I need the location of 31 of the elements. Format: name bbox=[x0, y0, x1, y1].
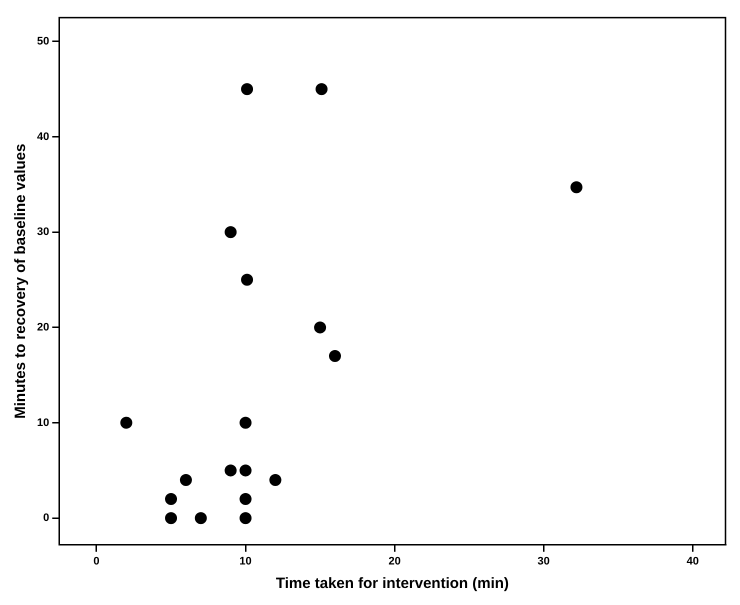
y-tick-label: 40 bbox=[36, 130, 50, 143]
point bbox=[165, 493, 178, 506]
point bbox=[224, 226, 237, 238]
y-axis-title: Minutes to recovery of baseline values bbox=[12, 144, 30, 419]
point bbox=[240, 493, 252, 506]
point bbox=[194, 512, 207, 524]
point bbox=[165, 512, 178, 524]
x-tick-label: 20 bbox=[388, 555, 401, 568]
point bbox=[241, 83, 254, 96]
x-tick-label: 0 bbox=[93, 555, 100, 568]
point bbox=[120, 416, 132, 429]
point bbox=[240, 464, 252, 476]
point bbox=[314, 321, 326, 334]
x-tick-label: 30 bbox=[538, 555, 550, 568]
x-tick-label: 10 bbox=[239, 555, 252, 568]
point bbox=[240, 416, 252, 429]
x-axis-title: Time taken for intervention (min) bbox=[276, 575, 509, 592]
y-tick-label: 10 bbox=[36, 416, 50, 429]
point bbox=[328, 350, 341, 362]
point bbox=[316, 83, 328, 96]
point bbox=[180, 474, 192, 486]
point bbox=[240, 512, 252, 524]
point bbox=[224, 464, 237, 476]
point bbox=[570, 181, 582, 194]
y-tick-label: 0 bbox=[43, 512, 50, 524]
y-tick-label: 30 bbox=[36, 226, 50, 238]
point bbox=[269, 474, 282, 486]
y-tick-label: 50 bbox=[36, 35, 50, 48]
x-tick-label: 40 bbox=[686, 555, 699, 568]
y-tick-label: 20 bbox=[36, 321, 50, 334]
point bbox=[241, 274, 254, 286]
